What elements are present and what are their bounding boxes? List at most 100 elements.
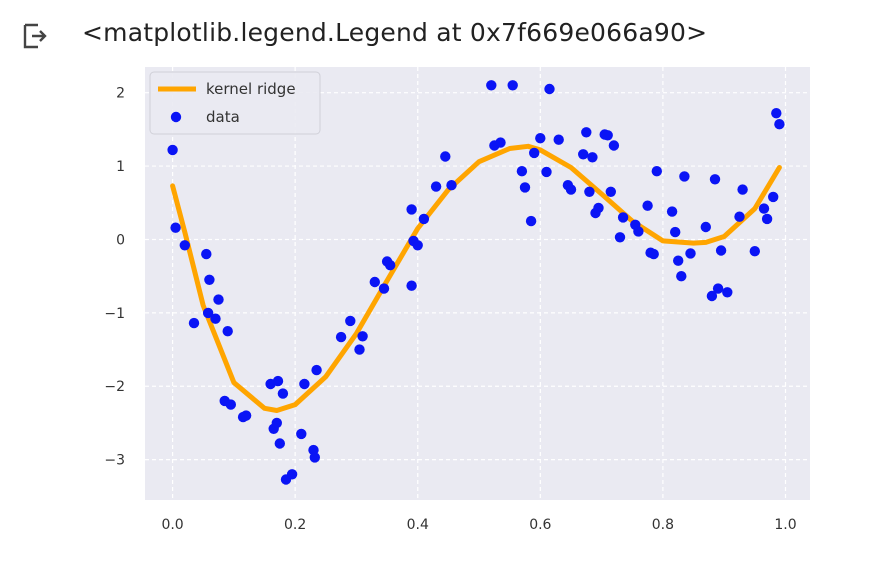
- data-point: [608, 140, 620, 151]
- y-tick-label: −3: [104, 453, 125, 469]
- data-point: [679, 171, 690, 182]
- data-point: [299, 378, 310, 390]
- data-point: [369, 276, 380, 288]
- data-point: [167, 144, 178, 156]
- data-point: [179, 240, 190, 251]
- data-point: [541, 166, 552, 178]
- legend-dot-swatch: [170, 111, 182, 123]
- data-point: [446, 180, 457, 191]
- data-point: [774, 119, 785, 130]
- data-point: [715, 245, 727, 256]
- x-tick-label: 0.4: [407, 517, 429, 533]
- data-point: [584, 186, 595, 197]
- x-tick-label: 0.8: [652, 517, 674, 533]
- y-tick-label: −1: [104, 306, 125, 322]
- data-point: [642, 200, 653, 211]
- data-point: [378, 283, 390, 294]
- data-point: [225, 399, 236, 410]
- legend: kernel ridge data: [149, 71, 321, 135]
- data-point: [602, 130, 613, 141]
- data-point: [277, 388, 289, 399]
- y-tick-label: 0: [116, 232, 125, 248]
- data-point: [758, 203, 770, 214]
- data-point: [274, 438, 285, 449]
- data-point: [519, 182, 531, 193]
- series-data: [167, 80, 785, 485]
- legend-label-kernel-ridge: kernel ridge: [206, 80, 296, 98]
- data-point: [605, 186, 616, 197]
- data-point: [587, 152, 598, 163]
- data-point: [357, 331, 368, 342]
- data-point: [771, 108, 782, 119]
- data-point: [768, 191, 779, 203]
- data-point: [202, 307, 214, 319]
- data-point: [406, 280, 417, 291]
- series-kernel-ridge: [170, 143, 782, 413]
- data-point: [354, 344, 365, 355]
- data-point: [210, 313, 221, 324]
- cell-output-row: <matplotlib.legend.Legend at 0x7f669e066…: [0, 0, 888, 70]
- legend-label-data: data: [206, 108, 240, 126]
- data-point: [544, 83, 555, 95]
- data-point: [272, 375, 284, 387]
- data-point: [578, 149, 589, 160]
- x-tick-label: 0.6: [529, 517, 551, 533]
- data-point: [204, 274, 215, 285]
- data-point: [525, 215, 537, 227]
- data-point: [222, 326, 233, 337]
- data-point: [418, 213, 430, 225]
- plot-background: [145, 67, 810, 500]
- data-point: [412, 240, 423, 251]
- data-point: [614, 232, 626, 243]
- data-point: [670, 226, 681, 238]
- data-point: [676, 271, 687, 282]
- x-axis: 0.0 0.2 0.4 0.6 0.8 1.0: [161, 517, 796, 533]
- y-axis: 2 1 0 −1 −2 −3: [104, 86, 125, 469]
- data-point: [385, 260, 396, 271]
- output-text: <matplotlib.legend.Legend at 0x7f669e066…: [82, 18, 708, 47]
- data-point: [685, 248, 696, 259]
- data-point: [286, 469, 298, 480]
- data-point: [240, 410, 252, 421]
- data-point: [749, 246, 760, 257]
- data-point: [633, 226, 644, 237]
- data-point: [345, 315, 356, 327]
- y-tick-label: 1: [116, 159, 125, 175]
- data-point: [311, 364, 322, 376]
- data-point: [430, 181, 442, 192]
- data-point: [188, 317, 200, 329]
- data-point: [553, 134, 564, 145]
- data-point: [651, 166, 662, 177]
- output-arrow-icon[interactable]: [22, 22, 50, 50]
- kernel-ridge-line: [170, 143, 782, 413]
- data-point: [201, 248, 212, 260]
- data-point: [648, 248, 659, 260]
- data-point: [722, 287, 733, 298]
- x-tick-label: 1.0: [774, 517, 796, 533]
- data-point: [495, 137, 506, 148]
- data-point: [535, 133, 546, 144]
- data-point: [706, 290, 718, 302]
- data-point: [761, 213, 773, 225]
- x-tick-label: 0.2: [284, 517, 306, 533]
- data-point: [737, 184, 748, 195]
- data-point: [593, 202, 604, 214]
- data-point: [529, 147, 540, 159]
- data-point: [296, 428, 307, 440]
- data-point: [734, 211, 745, 222]
- data-point: [516, 166, 528, 177]
- data-point: [213, 294, 224, 305]
- data-point: [712, 283, 724, 294]
- data-point: [170, 222, 181, 233]
- data-point: [335, 331, 347, 343]
- data-point: [507, 80, 518, 91]
- data-point: [406, 204, 417, 215]
- data-point: [666, 206, 678, 217]
- data-point: [581, 127, 592, 138]
- data-point: [486, 80, 497, 91]
- data-point: [617, 212, 629, 223]
- data-point: [700, 221, 711, 233]
- data-point: [673, 255, 684, 266]
- y-tick-label: 2: [116, 86, 125, 102]
